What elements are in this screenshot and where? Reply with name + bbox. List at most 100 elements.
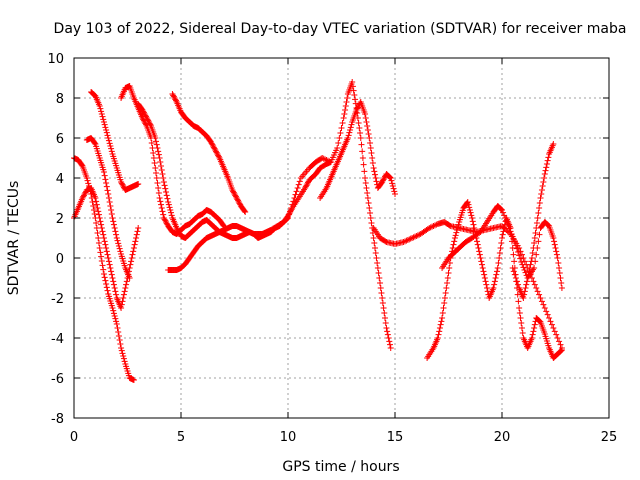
data-point: [211, 145, 218, 152]
data-point: [115, 243, 122, 249]
data-point: [384, 328, 391, 335]
data-point: [380, 305, 387, 311]
data-point: [150, 150, 157, 156]
data-point: [550, 141, 557, 147]
data-point: [155, 151, 162, 158]
data-point: [294, 185, 301, 191]
data-point: [407, 235, 414, 242]
data-point: [378, 290, 385, 296]
data-point: [208, 140, 215, 147]
data-point: [98, 225, 105, 231]
data-point: [427, 224, 434, 231]
data-point: [340, 115, 347, 121]
data-point: [434, 335, 441, 341]
data-point: [105, 258, 112, 265]
data-point: [497, 205, 504, 212]
data-point: [110, 307, 117, 314]
data-point: [103, 281, 110, 287]
data-point: [120, 183, 127, 189]
data-point: [374, 265, 381, 271]
data-point: [80, 193, 87, 200]
data-point: [158, 167, 165, 173]
axis-ticks: 0 5 10 15 20 25 -8 -6 -4 -2 0 2 4 6 8 10: [47, 52, 617, 445]
data-point: [469, 218, 476, 225]
x-tick-label: 20: [494, 430, 511, 445]
data-point: [520, 255, 527, 261]
data-point: [521, 291, 528, 298]
data-point: [159, 208, 166, 215]
x-tick-label: 5: [177, 430, 185, 445]
data-point: [209, 141, 216, 148]
data-point: [543, 161, 550, 167]
data-point: [510, 251, 517, 258]
data-point: [384, 331, 391, 338]
data-point: [110, 310, 117, 317]
data-point: [130, 377, 137, 383]
data-point: [118, 180, 125, 187]
data-point: [342, 107, 349, 113]
data-point: [507, 228, 514, 235]
data-point: [229, 187, 236, 193]
data-point: [382, 320, 389, 326]
data-point: [343, 99, 350, 105]
data-point: [152, 165, 159, 171]
data-point: [337, 130, 344, 136]
data-point: [158, 205, 165, 211]
data-point: [96, 245, 103, 251]
data-point: [367, 140, 374, 146]
data-point: [509, 233, 516, 240]
data-point: [455, 221, 462, 228]
data-point: [516, 252, 523, 259]
data-point: [163, 220, 170, 227]
data-point: [106, 261, 113, 268]
data-point: [368, 150, 375, 156]
data-point: [130, 248, 137, 255]
data-point: [453, 229, 460, 236]
data-point: [215, 153, 222, 160]
data-point: [231, 191, 238, 197]
data-point: [123, 281, 130, 288]
data-point: [116, 245, 123, 252]
data-point: [160, 215, 167, 221]
data-point: [533, 251, 540, 258]
data-point: [128, 258, 135, 265]
data-point: [443, 285, 450, 291]
data-point: [119, 181, 126, 188]
data-point: [531, 240, 538, 246]
data-point: [172, 96, 179, 103]
data-point: [91, 211, 98, 217]
data-point: [110, 221, 117, 228]
data-point: [391, 188, 398, 195]
data-point: [542, 167, 549, 174]
series-track-e: [118, 83, 227, 237]
data-point: [98, 108, 105, 115]
data-point: [372, 250, 379, 256]
data-point: [164, 195, 171, 202]
data-point: [143, 115, 150, 121]
data-point: [153, 141, 160, 148]
data-point: [155, 148, 162, 155]
data-point: [370, 165, 377, 171]
data-point: [536, 291, 543, 298]
data-point: [168, 212, 175, 219]
data-point: [528, 335, 535, 341]
data-point: [122, 285, 129, 291]
data-point: [118, 301, 125, 308]
chart-title: Day 103 of 2022, Sidereal Day-to-day VTE…: [54, 21, 627, 37]
data-point: [110, 218, 117, 225]
data-point: [324, 157, 331, 164]
data-point: [100, 271, 107, 277]
data-point: [119, 298, 126, 305]
data-point: [375, 270, 382, 276]
data-point: [154, 180, 161, 186]
data-point: [529, 331, 536, 338]
data-point: [81, 191, 88, 197]
data-point: [230, 189, 237, 196]
data-point: [365, 131, 372, 137]
data-point: [535, 210, 542, 216]
data-point: [230, 188, 237, 195]
data-point: [503, 217, 510, 224]
data-point: [558, 347, 565, 354]
data-point: [477, 255, 484, 261]
